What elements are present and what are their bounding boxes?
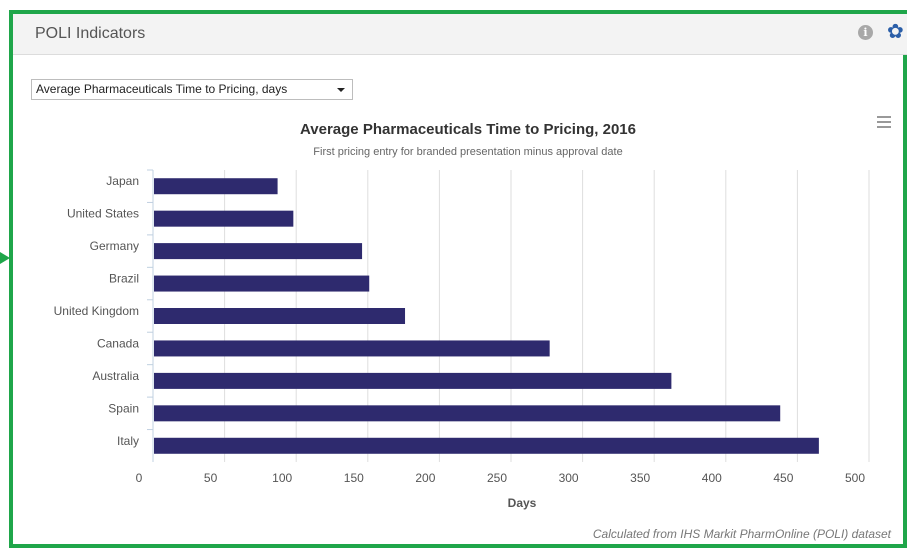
bar-united-kingdom[interactable]	[154, 308, 406, 324]
category-label: Japan	[106, 174, 139, 188]
category-label: Canada	[97, 336, 139, 350]
bar-australia[interactable]	[154, 372, 672, 389]
bar-germany[interactable]	[154, 243, 363, 260]
indicator-select-value: Average Pharmaceuticals Time to Pricing,…	[36, 82, 288, 96]
category-label: Italy	[117, 434, 139, 448]
category-label: Australia	[92, 369, 139, 383]
gear-icon[interactable]: ✿	[887, 21, 904, 43]
bar-japan[interactable]	[154, 178, 278, 195]
chevron-down-icon	[337, 88, 345, 92]
category-label: Germany	[90, 239, 139, 253]
category-label: United Kingdom	[54, 304, 139, 318]
x-tick-label: 100	[272, 471, 292, 485]
panel-title: POLI Indicators	[35, 25, 146, 42]
x-tick-label: 300	[559, 471, 579, 485]
highlight-frame	[9, 10, 907, 548]
info-icon[interactable]: i	[858, 25, 873, 40]
bar-canada[interactable]	[154, 340, 550, 357]
x-tick-label: 150	[344, 471, 364, 485]
x-tick-label: 500	[845, 471, 865, 485]
x-tick-label: 0	[136, 471, 143, 485]
bar-united-states[interactable]	[154, 210, 294, 227]
bar-brazil[interactable]	[154, 275, 370, 292]
hamburger-menu-icon[interactable]	[877, 116, 891, 128]
x-tick-label: 50	[204, 471, 218, 485]
category-label: Brazil	[109, 272, 139, 286]
x-axis-title: Days	[508, 496, 537, 510]
x-tick-label: 200	[415, 471, 435, 485]
category-label: Spain	[108, 401, 139, 415]
chart-title: Average Pharmaceuticals Time to Pricing,…	[300, 121, 636, 138]
category-label: United States	[67, 207, 139, 221]
bar-italy[interactable]	[154, 437, 819, 454]
indicator-select[interactable]: Average Pharmaceuticals Time to Pricing,…	[31, 79, 353, 100]
x-tick-label: 450	[773, 471, 793, 485]
bar-spain[interactable]	[154, 405, 781, 422]
x-tick-label: 400	[702, 471, 722, 485]
x-tick-label: 350	[630, 471, 650, 485]
chart-subtitle: First pricing entry for branded presenta…	[313, 146, 622, 158]
panel-header: POLI Indicators i ✿	[13, 14, 907, 55]
x-tick-label: 250	[487, 471, 507, 485]
frame-marker-arrow	[0, 252, 10, 264]
data-source-credit: Calculated from IHS Markit PharmOnline (…	[592, 527, 891, 541]
